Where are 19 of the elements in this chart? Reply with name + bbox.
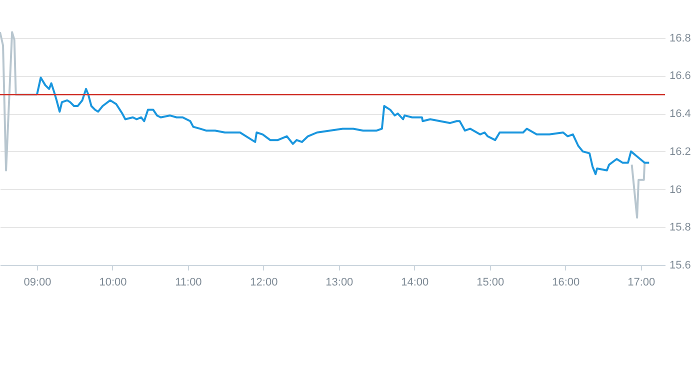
x-tick-label: 16:00 [552, 276, 580, 288]
x-tick-label: 11:00 [175, 276, 202, 288]
x-tick-label: 15:00 [476, 276, 504, 288]
y-tick-label: 16.6 [670, 70, 691, 82]
x-tick-label: 17:00 [628, 276, 656, 288]
y-tick-label: 16.2 [670, 146, 691, 158]
x-tick-label: 10:00 [99, 276, 127, 288]
line-series [630, 162, 646, 219]
x-tick-label: 12:00 [250, 276, 278, 288]
line-series [36, 76, 650, 176]
y-tick-label: 16.8 [670, 32, 691, 44]
x-tick-label: 13:00 [326, 276, 354, 288]
y-tick-label: 16 [670, 184, 682, 196]
line-series [0, 31, 38, 172]
x-tick-label: 14:00 [401, 276, 429, 288]
y-tick-label: 15.6 [670, 260, 691, 272]
x-tick-label: 09:00 [24, 276, 52, 288]
y-tick-label: 16.4 [670, 108, 691, 120]
y-tick-label: 15.8 [670, 222, 691, 234]
